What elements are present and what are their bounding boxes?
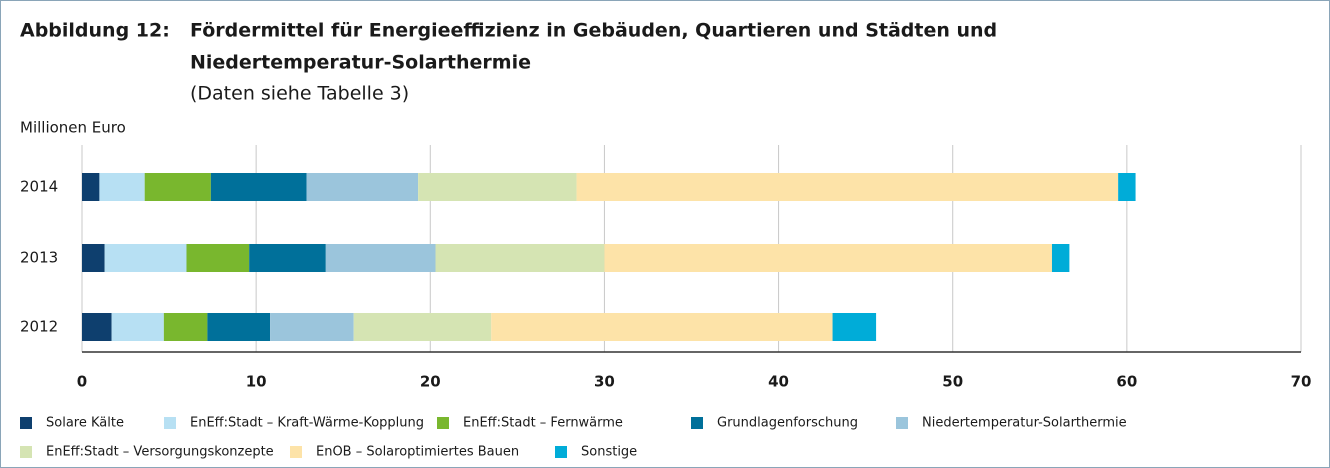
x-tick-label: 10 — [246, 373, 267, 391]
y-axis-label: Millionen Euro — [20, 119, 126, 137]
bar-segment — [418, 173, 577, 201]
x-tick-label: 50 — [942, 373, 963, 391]
bar-segment — [270, 313, 354, 341]
legend-label: Solare Kälte — [46, 416, 124, 431]
bar-segment — [207, 313, 271, 341]
bar-segment — [210, 173, 307, 201]
legend-label: EnOB – Solaroptimiertes Bauen — [316, 445, 519, 460]
bar-segment — [163, 313, 208, 341]
legend-label: EnEff:Stadt – Kraft-Wärme-Kopplung — [190, 416, 424, 431]
bar-segment — [1118, 173, 1136, 201]
legend-swatch — [20, 417, 32, 429]
bar-segment — [1051, 244, 1070, 272]
legend-label: Grundlagenforschung — [717, 416, 858, 431]
legend-swatch — [20, 446, 32, 458]
bar-segment — [435, 244, 605, 272]
y-tick-label: 2012 — [20, 318, 58, 336]
x-tick-label: 40 — [768, 373, 789, 391]
bar-segment — [82, 244, 105, 272]
bar-segment — [104, 244, 187, 272]
title-label: Abbildung 12: — [20, 20, 170, 42]
legend-label: Niedertemperatur-Solarthermie — [922, 416, 1127, 431]
legend-label: Sonstige — [581, 445, 637, 460]
bar-segment — [249, 244, 326, 272]
bar-segment — [99, 173, 145, 201]
legend-swatch — [555, 446, 567, 458]
legend-label: EnEff:Stadt – Versorgungskonzepte — [46, 445, 274, 460]
bar-segment — [82, 173, 100, 201]
bar-segment — [353, 313, 492, 341]
bar-segment — [111, 313, 164, 341]
x-tick-label: 60 — [1116, 373, 1137, 391]
bar-segment — [576, 173, 1119, 201]
bar-segment — [604, 244, 1052, 272]
legend-swatch — [164, 417, 176, 429]
bar-segment — [832, 313, 877, 341]
x-tick-label: 70 — [1291, 373, 1312, 391]
bar-segment — [306, 173, 419, 201]
bar-segment — [186, 244, 250, 272]
legend-swatch — [896, 417, 908, 429]
x-tick-label: 20 — [420, 373, 441, 391]
bar-segment — [82, 313, 112, 341]
y-tick-label: 2013 — [20, 249, 58, 267]
chart-title: Niedertemperatur-Solarthermie — [190, 52, 531, 74]
bar-segment — [491, 313, 833, 341]
chart-title: Fördermittel für Energieeffizienz in Geb… — [190, 20, 997, 42]
bar-segment — [144, 173, 211, 201]
subtitle: (Daten siehe Tabelle 3) — [190, 83, 409, 105]
bar-segment — [325, 244, 436, 272]
legend-label: EnEff:Stadt – Fernwärme — [463, 416, 623, 431]
x-tick-label: 0 — [77, 373, 87, 391]
legend-swatch — [290, 446, 302, 458]
legend-swatch — [691, 417, 703, 429]
y-tick-label: 2014 — [20, 178, 58, 196]
x-tick-label: 30 — [594, 373, 615, 391]
legend-swatch — [437, 417, 449, 429]
